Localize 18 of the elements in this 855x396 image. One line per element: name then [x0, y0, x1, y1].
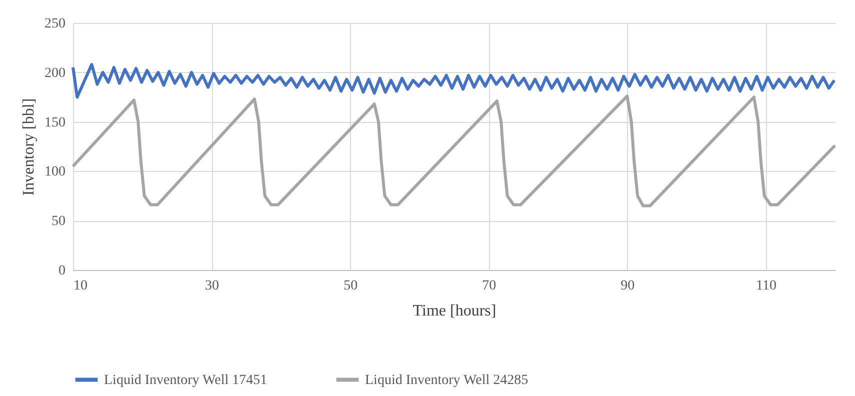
y-tick-label: 0: [58, 264, 66, 278]
y-tick-label: 50: [52, 214, 66, 230]
x-tick-label: 50: [344, 278, 358, 294]
y-tick-label: 250: [44, 16, 66, 32]
x-tick-label: 30: [205, 278, 220, 294]
x-axis-title: Time [hours]: [412, 302, 496, 320]
line-series: [72, 62, 836, 99]
y-tick-label: 150: [44, 115, 66, 130]
x-tick-label: 70: [482, 278, 496, 294]
legend-label: Liquid Inventory Well 17451: [104, 372, 268, 388]
x-tick-label: 10: [74, 278, 88, 294]
x-tick-label: 90: [620, 278, 635, 294]
y-tick-label: 100: [44, 164, 66, 180]
line-series: [72, 94, 836, 208]
y-tick-label: 200: [44, 66, 66, 81]
x-tick-label: 110: [756, 278, 776, 294]
y-axis-title: Inventory [bbl]: [20, 98, 38, 196]
legend-label: Liquid Inventory Well 24285: [365, 372, 528, 388]
